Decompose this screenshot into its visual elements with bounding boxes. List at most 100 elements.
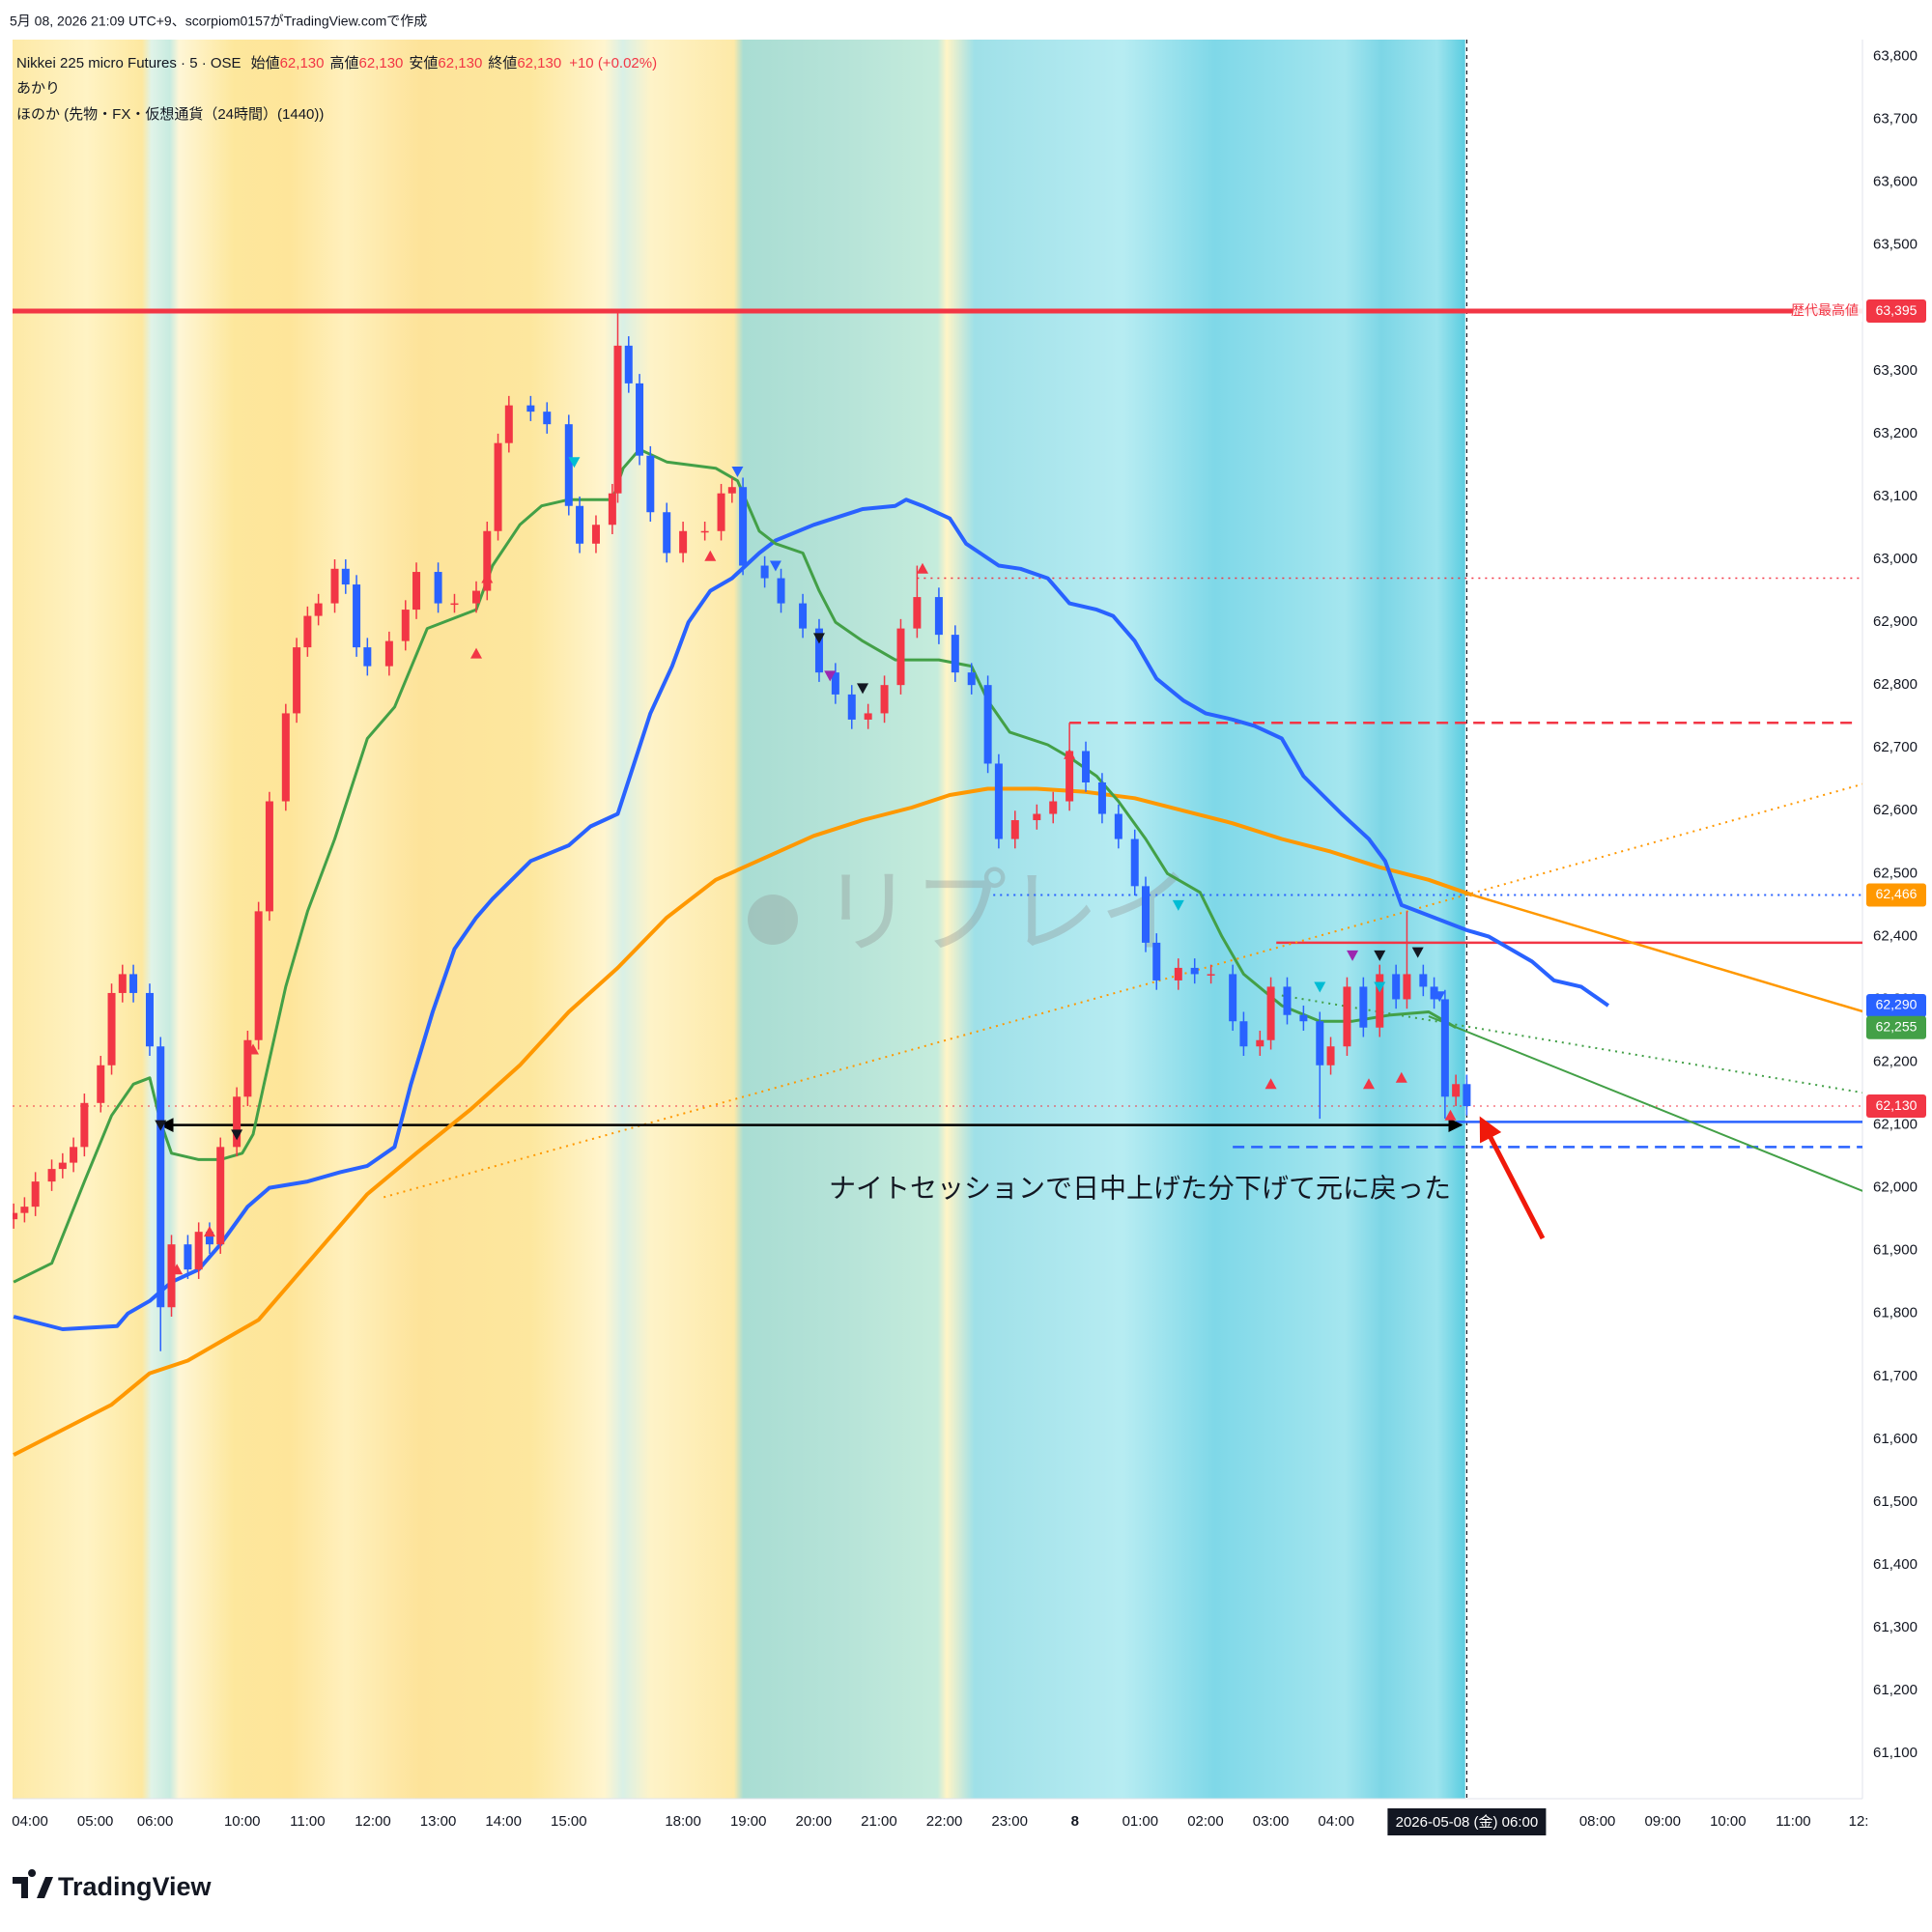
signal-marker xyxy=(1172,899,1184,911)
signal-marker xyxy=(704,550,717,561)
candle-body xyxy=(564,424,573,506)
x-tick-label: 09:00 xyxy=(1644,1813,1681,1830)
price-tag xyxy=(1866,883,1926,907)
indicator-line xyxy=(13,786,1473,1457)
plot-layer xyxy=(13,40,1862,1799)
crosshair-label-box xyxy=(1387,1808,1547,1835)
candle-body xyxy=(1376,974,1384,1028)
signal-marker xyxy=(917,562,929,574)
signal-marker xyxy=(1347,950,1359,961)
red-arrow xyxy=(1479,1116,1546,1240)
signal-marker xyxy=(1411,947,1424,958)
candle-body xyxy=(679,530,688,554)
annotation: ナイトセッションで日中上げた分下げて元に戻った xyxy=(829,1173,1451,1203)
signal-marker xyxy=(857,683,869,695)
ohlc-label: 終値 xyxy=(488,55,517,71)
signal-marker xyxy=(231,1129,243,1141)
candle-body xyxy=(265,801,273,912)
candle-body xyxy=(700,530,709,533)
candle-body xyxy=(1316,1021,1324,1065)
ohlc-value: 62,130 xyxy=(517,55,561,71)
x-tick-label: 15:00 xyxy=(551,1813,587,1830)
candle-body xyxy=(983,685,992,764)
candle-body xyxy=(145,992,154,1047)
x-tick-label: 14:00 xyxy=(485,1813,522,1830)
candle-body xyxy=(576,505,584,544)
candle-body xyxy=(1463,1084,1471,1107)
signal-marker xyxy=(1374,950,1386,961)
candle-body xyxy=(31,1181,40,1208)
price-tag xyxy=(1866,993,1926,1017)
legend-line: Nikkei 225 micro Futures · 5 · OSE 始値62,1… xyxy=(16,55,657,71)
candle-body xyxy=(205,1232,213,1245)
candle-body xyxy=(1343,986,1351,1047)
candle-body xyxy=(293,647,301,714)
candle-body xyxy=(1142,886,1151,943)
candle-body xyxy=(526,405,535,412)
indicator-line xyxy=(13,497,1610,1331)
candle-body xyxy=(1440,999,1449,1097)
x-tick-label: 23:00 xyxy=(991,1813,1028,1830)
candle-body xyxy=(814,628,823,673)
candle-body xyxy=(58,1162,67,1170)
candle-body xyxy=(934,597,943,636)
trend-line xyxy=(1428,1015,1862,1192)
candle-body xyxy=(412,572,421,611)
y-tick-label: 63,100 xyxy=(1873,488,1918,504)
x-tick-label: 01:00 xyxy=(1122,1813,1159,1830)
candle-body xyxy=(1114,813,1122,839)
logo-text: TradingView xyxy=(58,1872,213,1901)
crosshair-label: 2026-05-08 (金) 06:00 xyxy=(1396,1814,1539,1831)
candle-body xyxy=(913,597,922,629)
candle-body xyxy=(543,412,552,425)
candle-body xyxy=(483,530,492,591)
candle-body xyxy=(1190,967,1199,975)
candle-body xyxy=(1359,986,1368,1028)
price-note-box xyxy=(1793,300,1862,323)
signal-marker xyxy=(171,1264,184,1275)
x-tick-label: 19:00 xyxy=(730,1813,767,1830)
candle-body xyxy=(341,568,350,585)
candle-body xyxy=(994,763,1003,839)
x-tick-label: 22:00 xyxy=(926,1813,963,1830)
signal-marker xyxy=(1374,981,1386,993)
y-tick-label: 61,200 xyxy=(1873,1682,1918,1698)
signal-marker xyxy=(1395,1071,1407,1083)
signal-marker xyxy=(470,647,483,659)
symbol: Nikkei 225 micro Futures · 5 · OSE xyxy=(16,55,242,71)
ohlc-value: 62,130 xyxy=(438,55,482,71)
signal-marker xyxy=(1314,981,1326,993)
y-tick-label: 63,800 xyxy=(1873,48,1918,65)
y-tick-label: 63,500 xyxy=(1873,237,1918,253)
candle-body xyxy=(401,610,410,641)
candle-body xyxy=(1130,838,1139,887)
candle-body xyxy=(70,1147,78,1163)
candle-body xyxy=(13,1212,18,1220)
y-tick-label: 62,400 xyxy=(1873,927,1918,944)
price-tag-label: 62,466 xyxy=(1876,886,1918,901)
candle-body xyxy=(1430,986,1438,1000)
signal-marker xyxy=(731,466,744,477)
y-tick-label: 61,600 xyxy=(1873,1431,1918,1447)
candle-body xyxy=(216,1147,225,1245)
y-tick-label: 63,300 xyxy=(1873,362,1918,379)
y-tick-label: 61,700 xyxy=(1873,1368,1918,1384)
candle-body xyxy=(760,565,769,579)
candle-body xyxy=(1152,942,1161,980)
y-tick-label: 61,300 xyxy=(1873,1619,1918,1635)
x-tick-label: 08:00 xyxy=(1579,1813,1616,1830)
y-tick-label: 62,000 xyxy=(1873,1179,1918,1196)
candle-body xyxy=(727,487,736,494)
indicator-name: ほのか (先物・FX・仮想通貨（24時間）(1440)) xyxy=(16,106,324,123)
candle-body xyxy=(1392,974,1401,1000)
candle-body xyxy=(1239,1021,1248,1047)
candle-body xyxy=(1299,1014,1308,1022)
price-tag xyxy=(1866,299,1926,324)
candle-body xyxy=(494,442,502,531)
y-tick-label: 62,200 xyxy=(1873,1053,1918,1069)
price-tag xyxy=(1866,1015,1926,1039)
candle-body xyxy=(1403,974,1411,1000)
signal-marker xyxy=(812,633,825,644)
candle-body xyxy=(1207,974,1215,976)
